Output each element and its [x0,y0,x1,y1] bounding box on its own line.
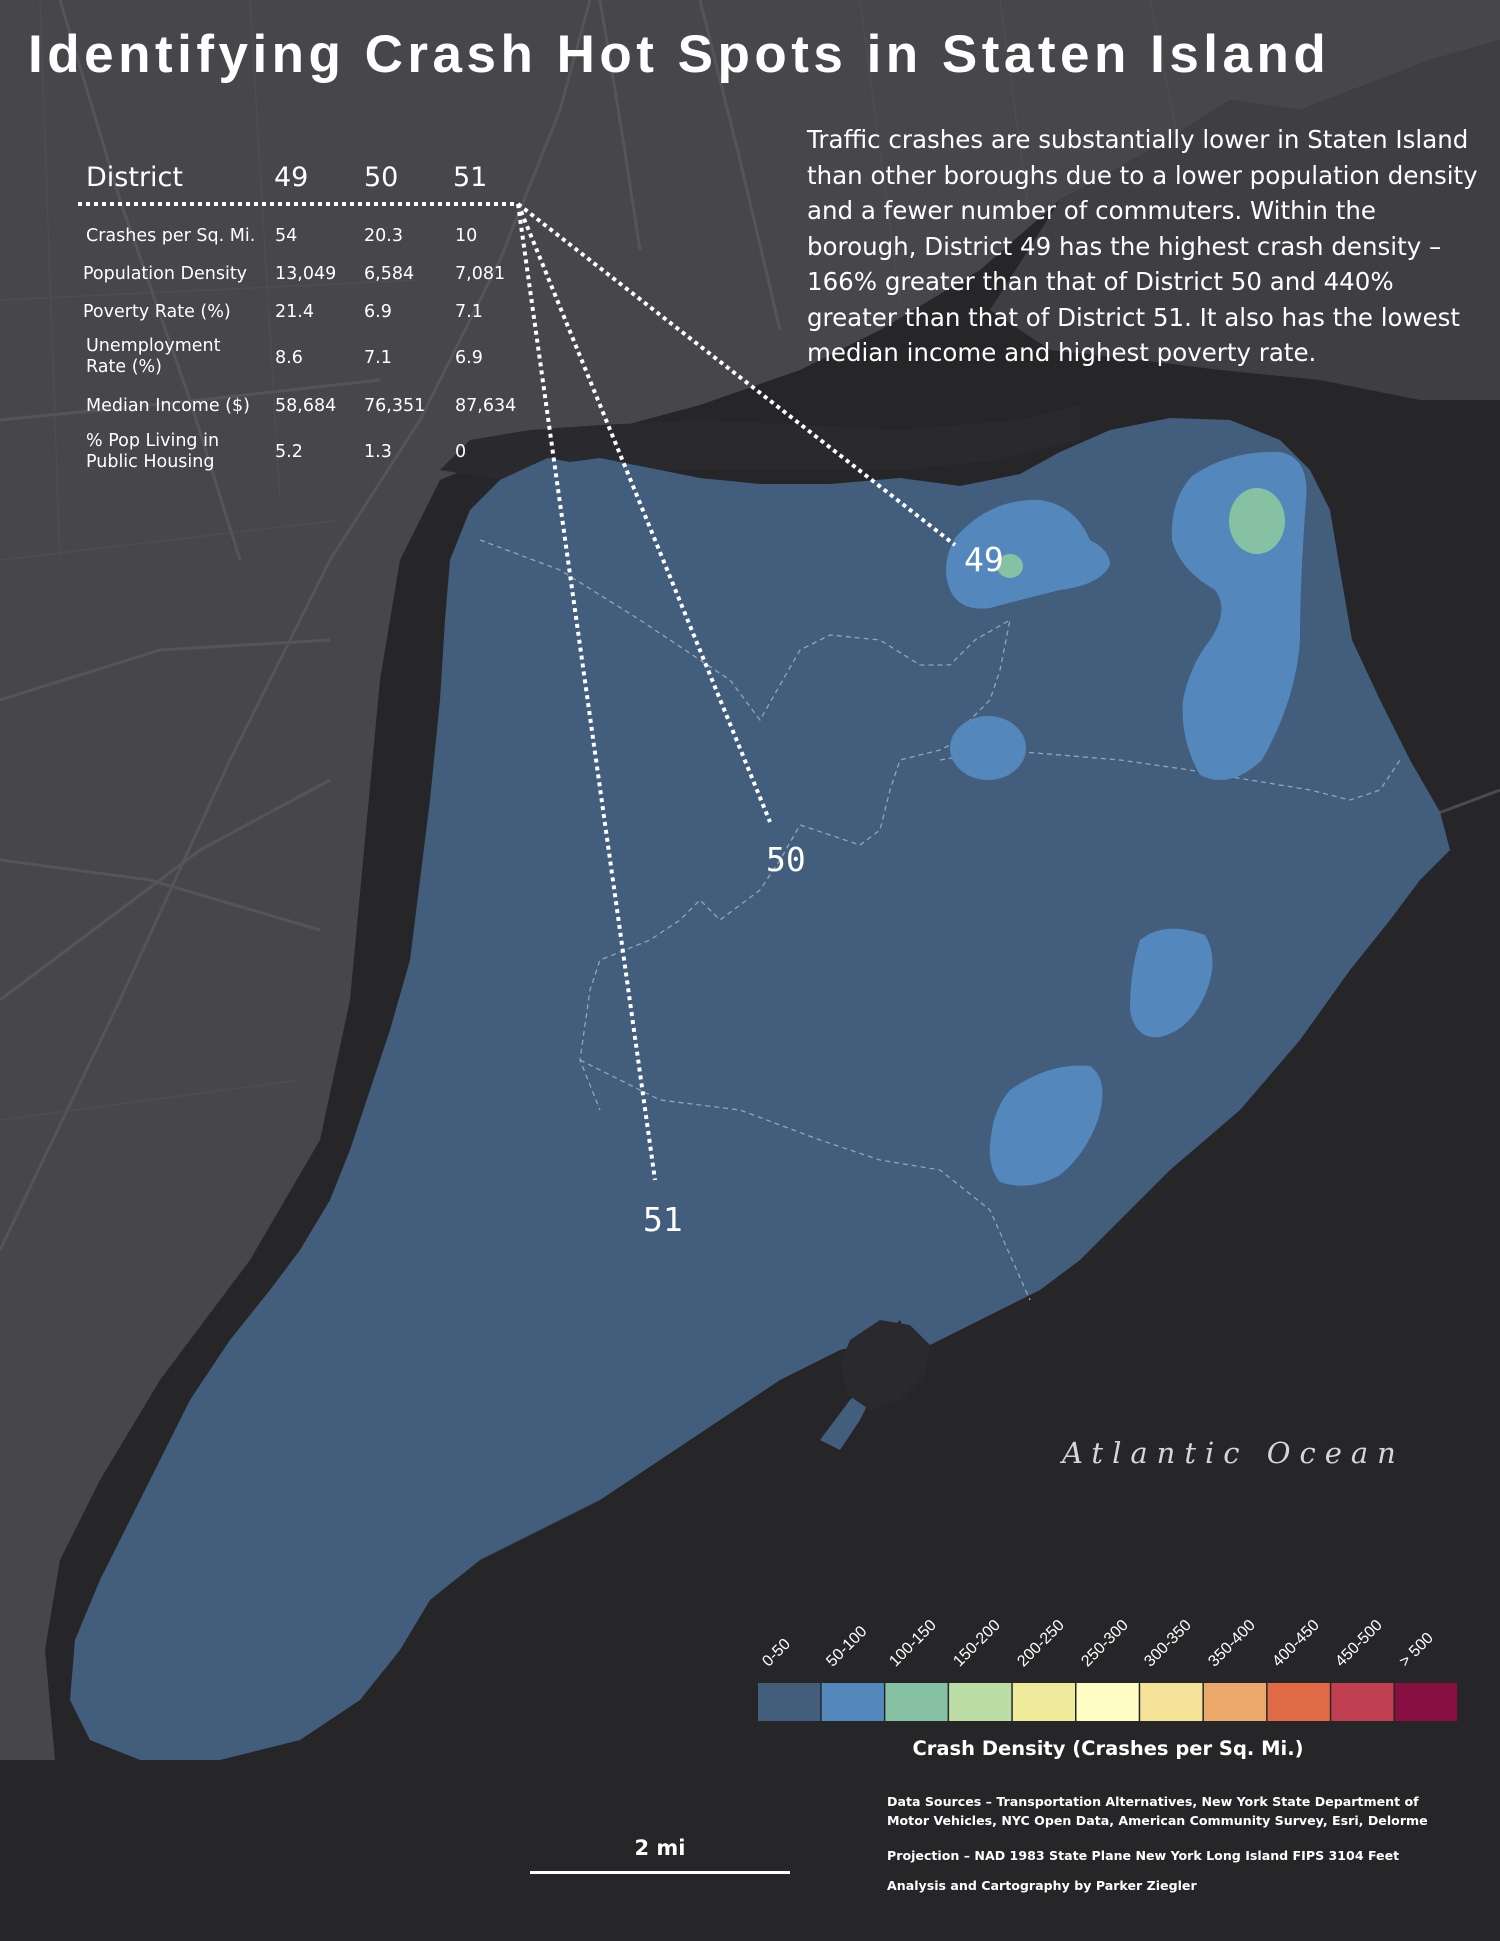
mainland-new-jersey [0,0,1500,1760]
table-header-51: 51 [453,162,488,193]
ocean-label: Atlantic Ocean [1062,1436,1405,1470]
table-cell: 5.2 [275,442,303,462]
district-label-50: 50 [766,840,806,879]
staten-island [70,418,1450,1760]
table-cell: 87,634 [455,396,517,416]
table-cell: 76,351 [364,396,426,416]
data-sources-line-2: Motor Vehicles, NYC Open Data, American … [887,1813,1428,1828]
author-credit: Analysis and Cartography by Parker Ziegl… [887,1878,1197,1893]
legend-color-ramp [758,1683,1458,1721]
table-cell: 1.3 [364,442,392,462]
data-sources-line-1: Data Sources – Transportation Alternativ… [887,1794,1419,1809]
table-cell: 10 [455,226,478,246]
district-label-51: 51 [643,1200,683,1239]
table-header-district: District [86,162,183,193]
brooklyn-land [990,40,1500,400]
legend-swatch [821,1683,884,1721]
legend-swatch [758,1683,821,1721]
hotspot-east-core [1229,488,1285,554]
legend-swatch [1395,1683,1458,1721]
table-cell: 6.9 [364,302,392,322]
table-cell: 20.3 [364,226,403,246]
scale-bar-label: 2 mi [634,1836,686,1860]
projection-credit: Projection – NAD 1983 State Plane New Yo… [887,1848,1400,1863]
table-row-label: Poverty Rate (%) [83,302,231,322]
hotspot-southeast [1130,928,1213,1038]
legend-swatch [1203,1683,1267,1721]
legend-swatch [1140,1683,1203,1721]
description-text: Traffic crashes are substantially lower … [807,125,1478,367]
table-cell: 7.1 [364,348,392,368]
hotspot-central [950,716,1026,780]
table-cell: 7.1 [455,302,483,322]
hotspot-south [989,1065,1103,1186]
district-table: District 49 50 51 Crashes per Sq. Mi. 54… [0,0,560,500]
minor-roads [0,0,1181,1121]
table-row-label: Crashes per Sq. Mi. [86,226,256,246]
table-cell: 7,081 [455,264,506,284]
table-row-label: Unemployment Rate (%) [86,336,221,377]
table-row-label: % Pop Living in Public Housing [86,431,220,472]
table-header-50: 50 [364,162,399,193]
great-kills-harbor [840,1320,930,1410]
table-row-label: Median Income ($) [86,396,250,416]
table-cell: 13,049 [275,264,337,284]
legend-swatch [1267,1683,1330,1721]
legend-swatch [949,1683,1012,1721]
district-label-49: 49 [964,540,1004,579]
table-header-49: 49 [274,162,309,193]
legend-swatch [1076,1683,1139,1721]
legend-swatch [885,1683,948,1721]
table-cell: 54 [275,226,298,246]
table-cell: 8.6 [275,348,303,368]
legend-swatch [1012,1683,1075,1721]
table-row-label: Population Density [83,264,248,284]
legend-swatch [1331,1683,1394,1721]
table-cell: 6,584 [364,264,415,284]
road-network [0,0,1500,1251]
hotspot-49 [946,499,1110,609]
scale-bar [530,1871,790,1874]
table-cell: 6.9 [455,348,483,368]
hotspots [946,451,1307,1186]
legend-title: Crash Density (Crashes per Sq. Mi.) [912,1737,1304,1760]
hotspot-49-core [997,554,1023,578]
map-title: Identifying Crash Hot Spots in Staten Is… [28,25,1331,84]
table-cell: 21.4 [275,302,314,322]
table-cell: 58,684 [275,396,337,416]
table-cell: 0 [455,442,467,462]
leader-lines [78,202,957,1181]
